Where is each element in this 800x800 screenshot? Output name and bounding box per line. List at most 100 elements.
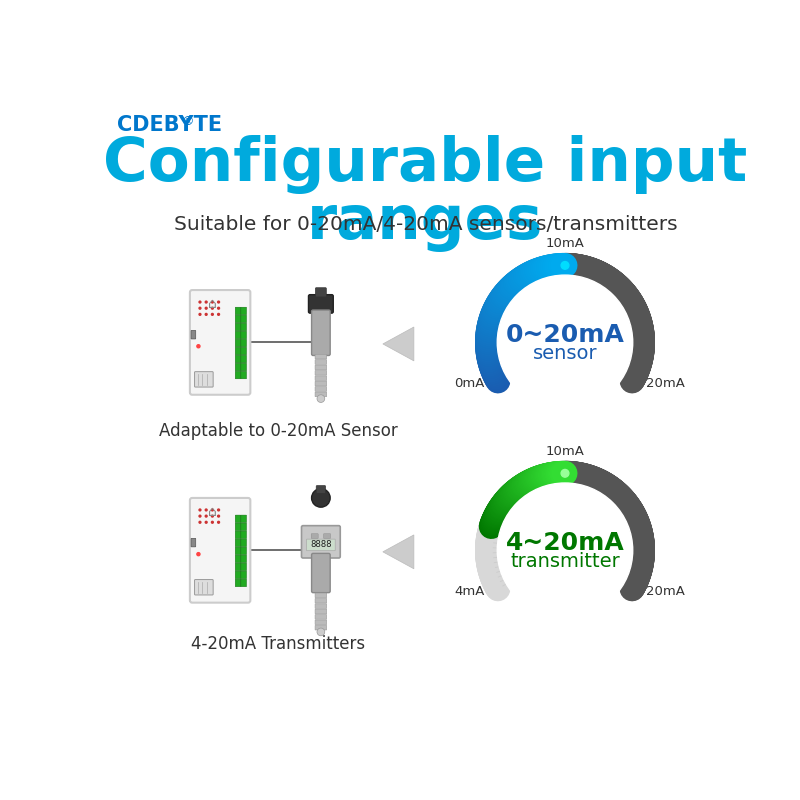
Text: Suitable for 0-20mA/4-20mA sensors/transmitters: Suitable for 0-20mA/4-20mA sensors/trans… xyxy=(174,215,678,234)
Polygon shape xyxy=(383,535,414,569)
FancyBboxPatch shape xyxy=(315,360,326,364)
Circle shape xyxy=(206,314,207,315)
FancyBboxPatch shape xyxy=(241,371,246,379)
FancyBboxPatch shape xyxy=(302,526,340,558)
Circle shape xyxy=(218,515,219,517)
FancyBboxPatch shape xyxy=(235,307,241,314)
FancyBboxPatch shape xyxy=(241,515,246,522)
Circle shape xyxy=(211,307,214,309)
Text: 8888: 8888 xyxy=(310,541,332,550)
Circle shape xyxy=(206,307,207,309)
Circle shape xyxy=(211,509,214,511)
Text: 20mA: 20mA xyxy=(646,378,685,390)
FancyBboxPatch shape xyxy=(315,370,326,375)
FancyBboxPatch shape xyxy=(190,290,250,394)
FancyBboxPatch shape xyxy=(323,534,330,538)
FancyBboxPatch shape xyxy=(190,498,250,602)
Circle shape xyxy=(211,522,214,523)
Circle shape xyxy=(561,470,569,477)
FancyBboxPatch shape xyxy=(315,376,326,381)
Circle shape xyxy=(199,314,201,315)
FancyBboxPatch shape xyxy=(315,614,326,619)
Circle shape xyxy=(197,345,200,348)
Circle shape xyxy=(561,262,569,270)
FancyBboxPatch shape xyxy=(241,331,246,338)
FancyBboxPatch shape xyxy=(235,523,241,530)
FancyBboxPatch shape xyxy=(235,371,241,379)
FancyBboxPatch shape xyxy=(315,365,326,370)
FancyBboxPatch shape xyxy=(241,347,246,354)
FancyBboxPatch shape xyxy=(311,534,318,538)
Circle shape xyxy=(218,307,219,309)
FancyBboxPatch shape xyxy=(194,579,213,595)
Text: Adaptable to 0-20mA Sensor: Adaptable to 0-20mA Sensor xyxy=(159,422,398,441)
Text: ⌂: ⌂ xyxy=(208,506,217,519)
Text: transmitter: transmitter xyxy=(510,552,620,571)
Circle shape xyxy=(211,515,214,517)
Circle shape xyxy=(498,275,633,410)
Circle shape xyxy=(211,314,214,315)
Circle shape xyxy=(211,301,214,303)
FancyBboxPatch shape xyxy=(316,486,326,494)
Circle shape xyxy=(199,522,201,523)
FancyBboxPatch shape xyxy=(235,571,241,578)
Text: 20mA: 20mA xyxy=(646,586,685,598)
FancyBboxPatch shape xyxy=(315,620,326,625)
Circle shape xyxy=(199,515,201,517)
FancyBboxPatch shape xyxy=(241,539,246,546)
Circle shape xyxy=(199,307,201,309)
FancyBboxPatch shape xyxy=(306,539,335,550)
Text: 0mA: 0mA xyxy=(454,378,484,390)
FancyBboxPatch shape xyxy=(315,386,326,391)
Text: 4-20mA Transmitters: 4-20mA Transmitters xyxy=(191,635,366,653)
Polygon shape xyxy=(383,327,414,361)
FancyBboxPatch shape xyxy=(241,531,246,538)
FancyBboxPatch shape xyxy=(235,363,241,371)
Circle shape xyxy=(206,515,207,517)
FancyBboxPatch shape xyxy=(235,579,241,586)
FancyBboxPatch shape xyxy=(235,323,241,330)
Text: CDEBYTE: CDEBYTE xyxy=(117,115,222,135)
Circle shape xyxy=(317,394,325,402)
FancyBboxPatch shape xyxy=(235,515,241,522)
Text: 0~20mA: 0~20mA xyxy=(506,322,625,346)
Circle shape xyxy=(498,483,633,618)
FancyBboxPatch shape xyxy=(315,604,326,609)
FancyBboxPatch shape xyxy=(315,598,326,603)
FancyBboxPatch shape xyxy=(241,523,246,530)
FancyBboxPatch shape xyxy=(235,539,241,546)
Circle shape xyxy=(206,522,207,523)
Circle shape xyxy=(199,509,201,511)
FancyBboxPatch shape xyxy=(315,354,326,359)
FancyBboxPatch shape xyxy=(241,355,246,363)
Text: ⌂: ⌂ xyxy=(208,298,217,311)
FancyBboxPatch shape xyxy=(241,555,246,562)
FancyBboxPatch shape xyxy=(241,315,246,322)
FancyBboxPatch shape xyxy=(235,315,241,322)
FancyBboxPatch shape xyxy=(235,563,241,570)
FancyBboxPatch shape xyxy=(241,579,246,586)
Text: Configurable input
ranges: Configurable input ranges xyxy=(103,134,748,253)
FancyBboxPatch shape xyxy=(241,307,246,314)
FancyBboxPatch shape xyxy=(315,593,326,598)
FancyBboxPatch shape xyxy=(241,339,246,346)
FancyBboxPatch shape xyxy=(309,294,334,313)
FancyBboxPatch shape xyxy=(311,554,330,593)
FancyBboxPatch shape xyxy=(235,531,241,538)
Text: ®: ® xyxy=(182,115,194,128)
FancyBboxPatch shape xyxy=(191,538,196,547)
FancyBboxPatch shape xyxy=(311,310,330,355)
FancyBboxPatch shape xyxy=(315,610,326,614)
FancyBboxPatch shape xyxy=(194,372,213,387)
FancyBboxPatch shape xyxy=(241,363,246,371)
FancyBboxPatch shape xyxy=(235,331,241,338)
FancyBboxPatch shape xyxy=(191,330,196,339)
Circle shape xyxy=(206,509,207,511)
Text: 4~20mA: 4~20mA xyxy=(506,530,624,554)
Circle shape xyxy=(218,509,219,511)
FancyBboxPatch shape xyxy=(315,288,326,297)
FancyBboxPatch shape xyxy=(235,355,241,363)
Circle shape xyxy=(218,314,219,315)
Text: 10mA: 10mA xyxy=(546,445,585,458)
Circle shape xyxy=(218,522,219,523)
